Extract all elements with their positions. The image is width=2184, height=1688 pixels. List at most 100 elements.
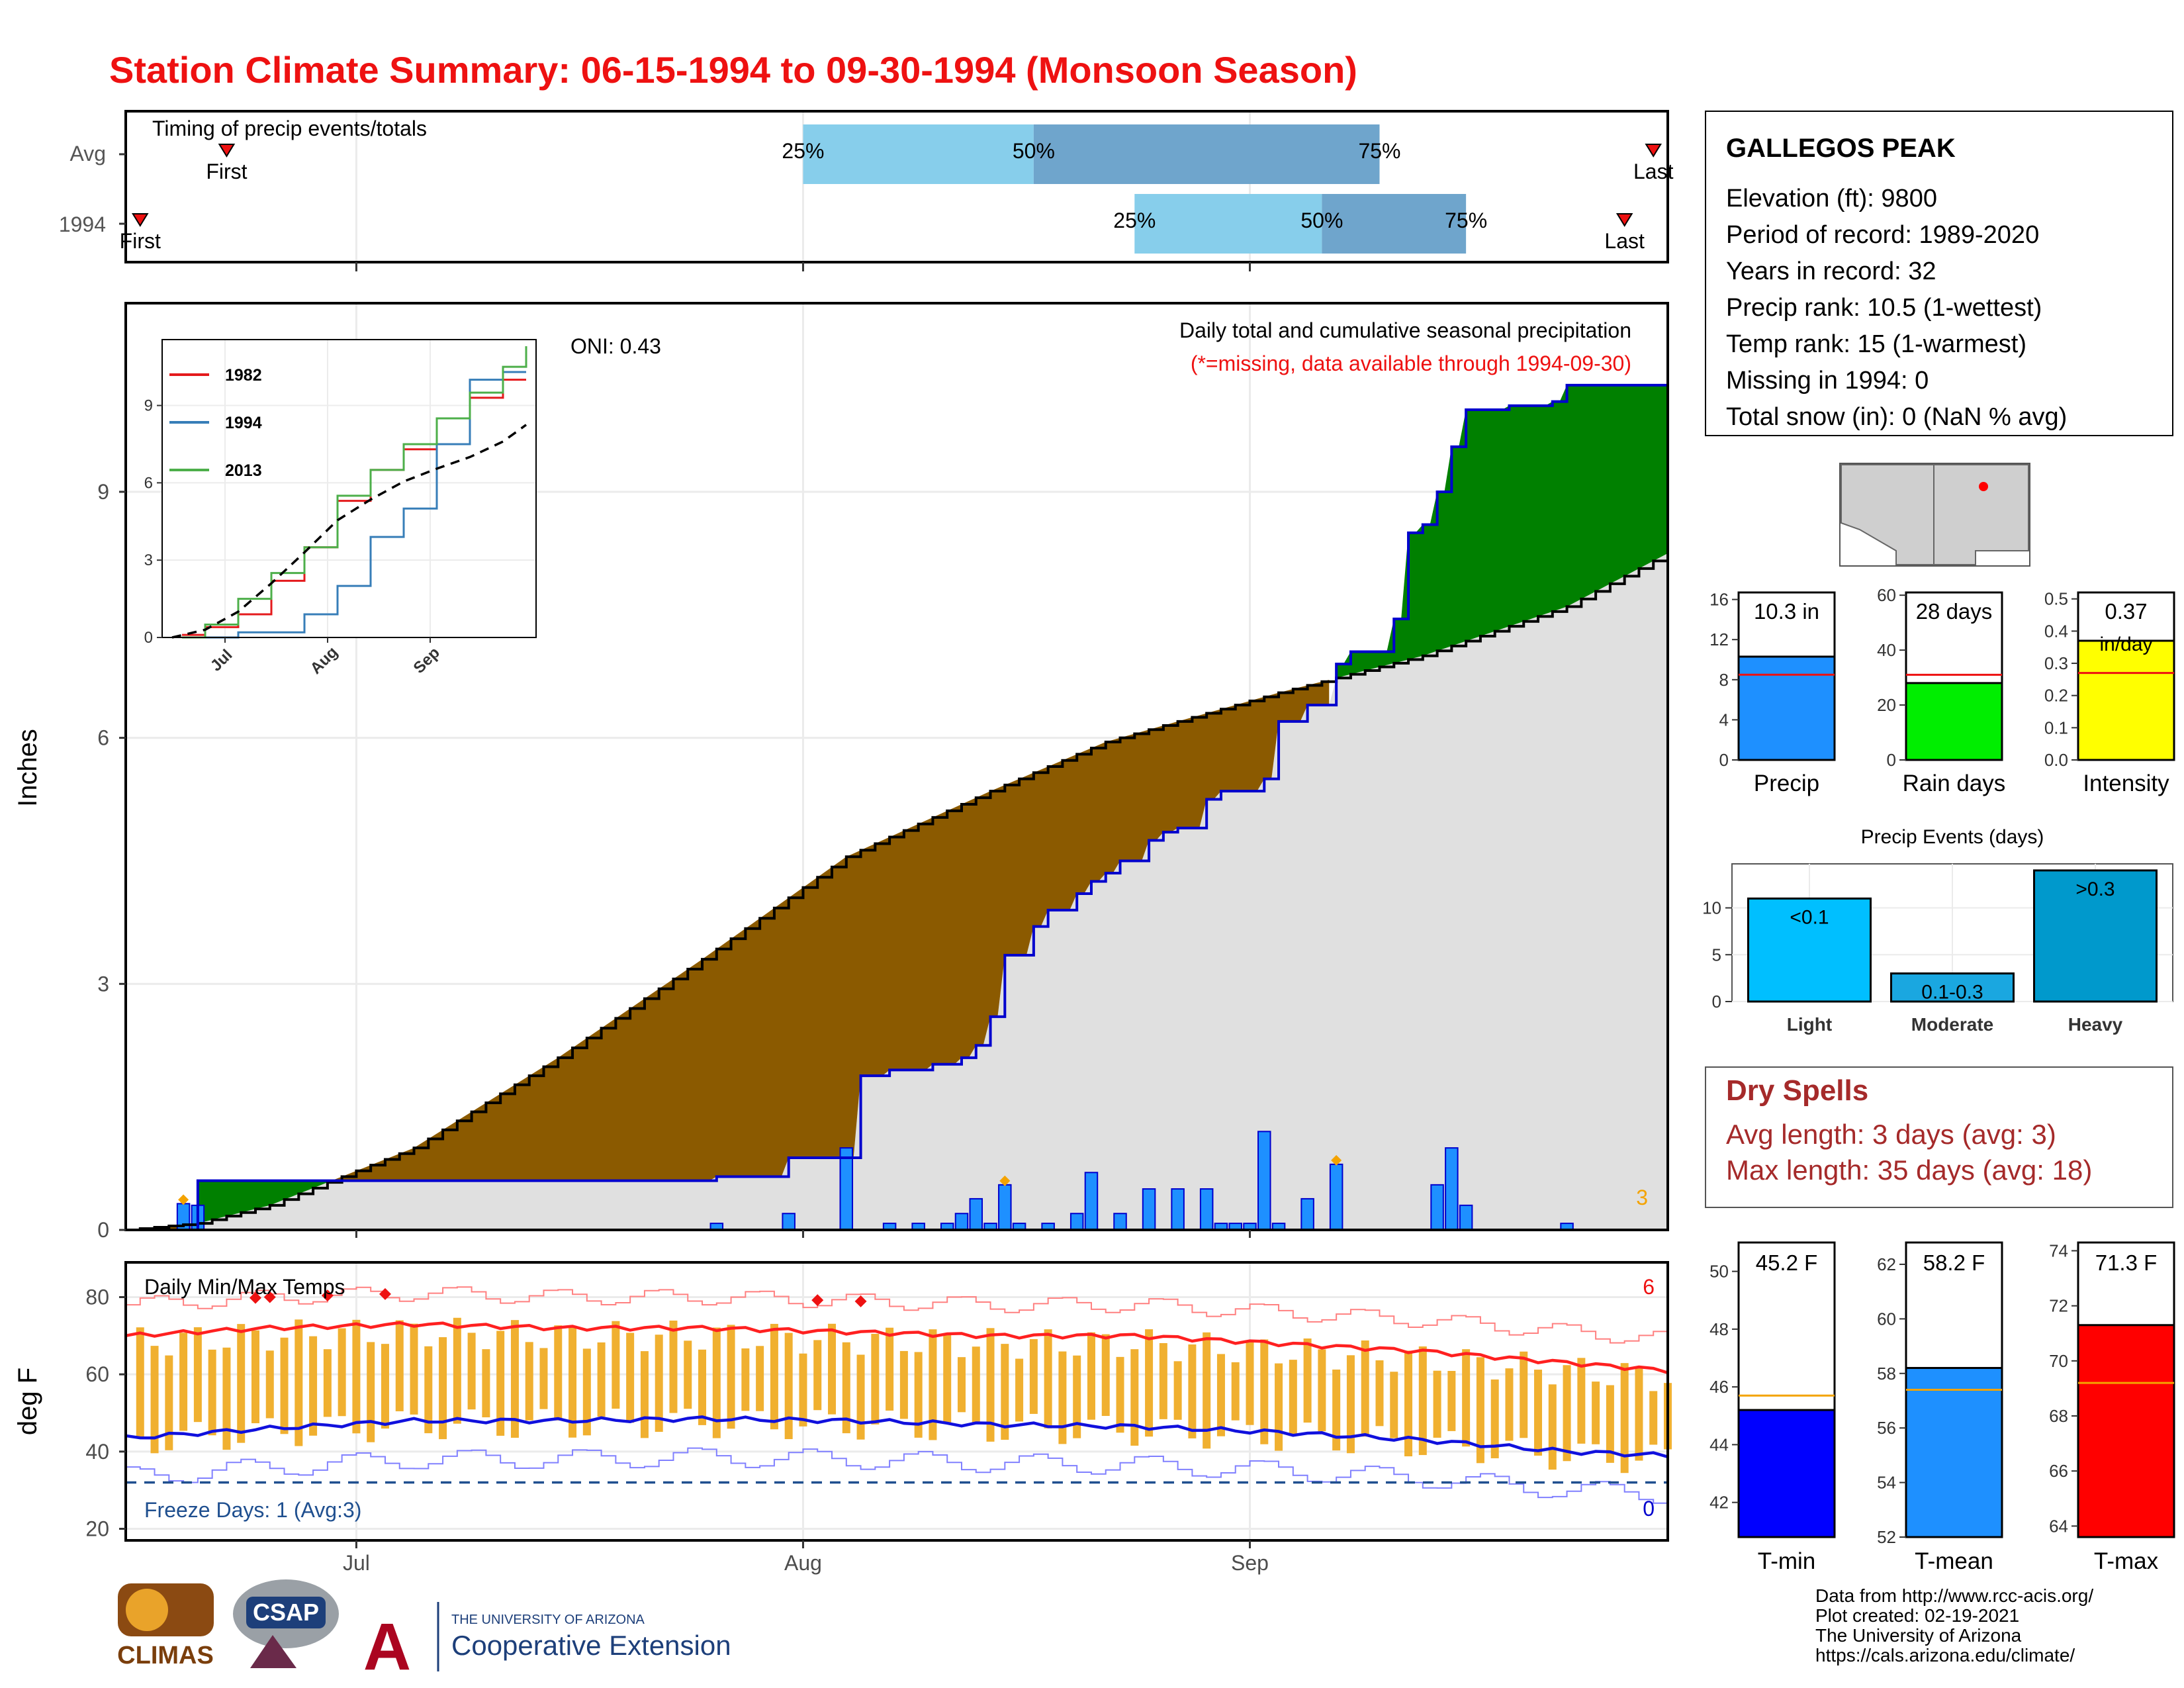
temp-range-bar-94	[1476, 1357, 1484, 1464]
temp-bar-tick-label-2-5: 74	[2049, 1241, 2068, 1260]
daily-precip-bar-23	[1257, 1131, 1271, 1231]
temp-range-bar-48	[813, 1340, 822, 1411]
temp-range-bar-44	[756, 1346, 764, 1411]
precip-panel-subtitle: (*=missing, data available through 1994-…	[1191, 352, 1631, 375]
temp-range-bar-58	[957, 1357, 966, 1413]
temp-ytick-label-2: 60	[85, 1362, 109, 1386]
temp-range-bar-92	[1447, 1370, 1456, 1431]
temp-range-bar-67	[1087, 1332, 1095, 1420]
events-tick-label-2: 10	[1702, 898, 1721, 918]
mini-bar-tick-label-1-3: 60	[1877, 585, 1896, 605]
timing-panel: 25% 50% 75% First Last 25% 50% 75% First Last Tim…	[59, 110, 1674, 271]
temp-range-bar-9	[251, 1330, 259, 1424]
temp-range-bar-53	[886, 1327, 894, 1411]
temp-range-bar-61	[1001, 1344, 1009, 1440]
timing-row-avg-name: Avg	[69, 142, 106, 165]
temp-range-bar-106	[1649, 1391, 1658, 1445]
events-title: Precip Events (days)	[1861, 826, 2044, 848]
timing-first-label-1: First	[120, 229, 161, 253]
mini-bar-unit-2: in/day	[2099, 633, 2152, 655]
temp-range-bar-65	[1058, 1351, 1067, 1444]
dry-spells-frame	[1705, 1066, 2173, 1208]
timing-p75-label-1: 75%	[1445, 209, 1487, 232]
event-bar-inner-label-0: <0.1	[1790, 906, 1829, 928]
temp-range-bar-25	[482, 1349, 490, 1418]
ua-small-text: THE UNIVERSITY OF ARIZONA	[451, 1613, 645, 1627]
mini-bar-value-1: 28 days	[1916, 599, 1993, 624]
temp-range-bar-23	[453, 1317, 461, 1424]
temp-range-bar-79	[1260, 1339, 1269, 1444]
temp-range-bar-47	[799, 1353, 807, 1427]
daily-precip-bar-28	[1445, 1147, 1459, 1231]
temp-range-bar-102	[1592, 1382, 1600, 1444]
temp-ylabel: deg F	[13, 1368, 42, 1435]
temp-range-bar-43	[741, 1348, 750, 1411]
timing-last-marker-0	[1645, 144, 1662, 158]
daily-precip-bar-16	[1113, 1213, 1127, 1231]
temp-bar-tick-label-2-3: 70	[2049, 1351, 2068, 1371]
csap-mountain-icon	[250, 1635, 296, 1668]
csap-logo-text: CSAP	[253, 1599, 319, 1626]
event-bar-inner-label-1: 0.1-0.3	[1921, 982, 1983, 1004]
temp-bar-tick-label-1-2: 56	[1877, 1418, 1896, 1438]
temp-range-bar-24	[467, 1333, 476, 1410]
mini-bar-tick-label-2-1: 0.1	[2044, 718, 2068, 737]
temp-bar-value-0: 45.2 F	[1756, 1250, 1818, 1275]
daily-precip-bar-8	[954, 1213, 969, 1231]
avg-min-temp-line	[125, 1415, 1668, 1458]
precip-flag-marker-1	[999, 1175, 1011, 1186]
station-line-3: Precip rank: 10.5 (1-wettest)	[1726, 294, 2042, 322]
missing-count-label: 3	[1636, 1186, 1648, 1209]
temp-range-bar-41	[712, 1327, 721, 1438]
mini-bar-intensity	[2077, 639, 2175, 761]
min-count-label: 0	[1643, 1497, 1655, 1521]
mini-bar-precip	[1737, 655, 1836, 761]
mini-bar-value-0: 10.3 in	[1754, 599, 1819, 624]
inset-bg	[162, 340, 536, 637]
oni-label: ONI: 0.43	[570, 334, 661, 358]
temp-bar-tick-label-2-2: 68	[2049, 1406, 2068, 1426]
main-ytick-label-2: 6	[97, 726, 109, 750]
max-count-label: 6	[1643, 1275, 1655, 1299]
temp-range-bar-76	[1216, 1354, 1225, 1436]
timing-last-marker-1	[1615, 213, 1633, 227]
temp-range-bar-96	[1505, 1368, 1514, 1441]
precip-ylabel: Inches	[13, 729, 42, 807]
timing-last-label-1: Last	[1604, 229, 1645, 253]
precip-panel-title: Daily total and cumulative seasonal prec…	[1179, 318, 1631, 342]
temp-bar-t-mean	[1905, 1367, 2003, 1538]
temp-range-bar-33	[597, 1342, 606, 1417]
timing-first-marker-0	[218, 144, 236, 158]
temp-range-bar-49	[828, 1323, 837, 1415]
temp-range-bar-83	[1318, 1349, 1326, 1432]
temp-range-bar-72	[1159, 1342, 1167, 1419]
mini-bar-tick-label-2-5: 0.5	[2044, 589, 2068, 609]
temp-bar-value-2: 71.3 F	[2095, 1250, 2158, 1275]
mini-bar-tick-label-2-3: 0.3	[2044, 653, 2068, 673]
mini-bar-tick-label-0-3: 12	[1709, 630, 1729, 649]
temp-bar-tick-label-0-3: 48	[1709, 1319, 1729, 1339]
daily-precip-bar-26	[1329, 1163, 1343, 1231]
x-tick-label-sep: Sep	[1231, 1551, 1269, 1575]
temp-bar-tick-label-1-1: 54	[1877, 1473, 1896, 1493]
mini-bar-label-0: Precip	[1754, 771, 1819, 796]
daily-precip-bar-25	[1300, 1197, 1314, 1231]
temp-range-bar-26	[496, 1331, 505, 1436]
mini-bar-tick-label-2-2: 0.2	[2044, 686, 2068, 706]
record-high-marker-1	[263, 1291, 276, 1303]
inset-legend-label-2013: 2013	[225, 461, 262, 480]
mini-bar-label-2: Intensity	[2083, 771, 2169, 796]
temp-ytick-label-0: 20	[85, 1517, 109, 1541]
below-average-area-3	[334, 679, 1330, 1181]
daily-precip-bar-4	[839, 1147, 854, 1231]
temp-range-bar-40	[698, 1349, 707, 1425]
temp-bar-tick-label-2-1: 66	[2049, 1461, 2068, 1481]
temp-range-bar-31	[569, 1325, 577, 1438]
inset-legend-label-1982: 1982	[225, 366, 262, 385]
temp-range-bar-63	[1029, 1338, 1038, 1414]
station-frame	[1705, 111, 2173, 436]
temp-range-bar-66	[1073, 1355, 1081, 1438]
station-line-5: Missing in 1994: 0	[1726, 367, 1929, 395]
record-high-marker-0	[249, 1291, 261, 1304]
